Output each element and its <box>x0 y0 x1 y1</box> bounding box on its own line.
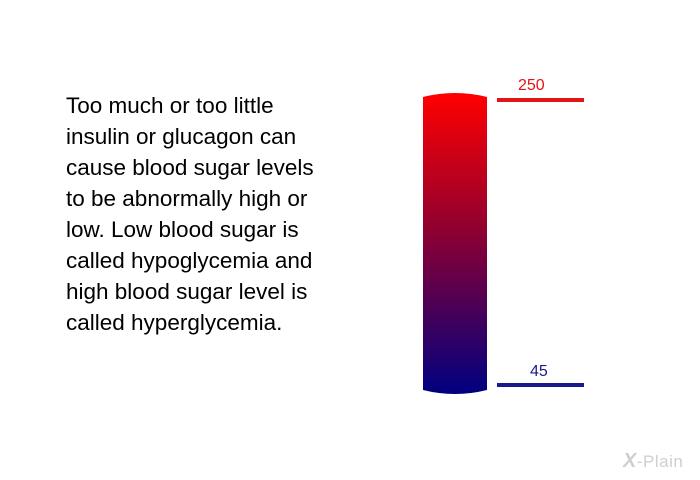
high-level-label: 250 <box>518 77 545 94</box>
low-level-label: 45 <box>530 363 548 380</box>
body-text: Too much or too little insulin or glucag… <box>66 93 314 335</box>
logo-text: -Plain <box>636 452 684 471</box>
gauge-tube <box>423 93 487 394</box>
xplain-logo: X-Plain <box>623 450 683 473</box>
logo-mark: X <box>623 450 637 472</box>
